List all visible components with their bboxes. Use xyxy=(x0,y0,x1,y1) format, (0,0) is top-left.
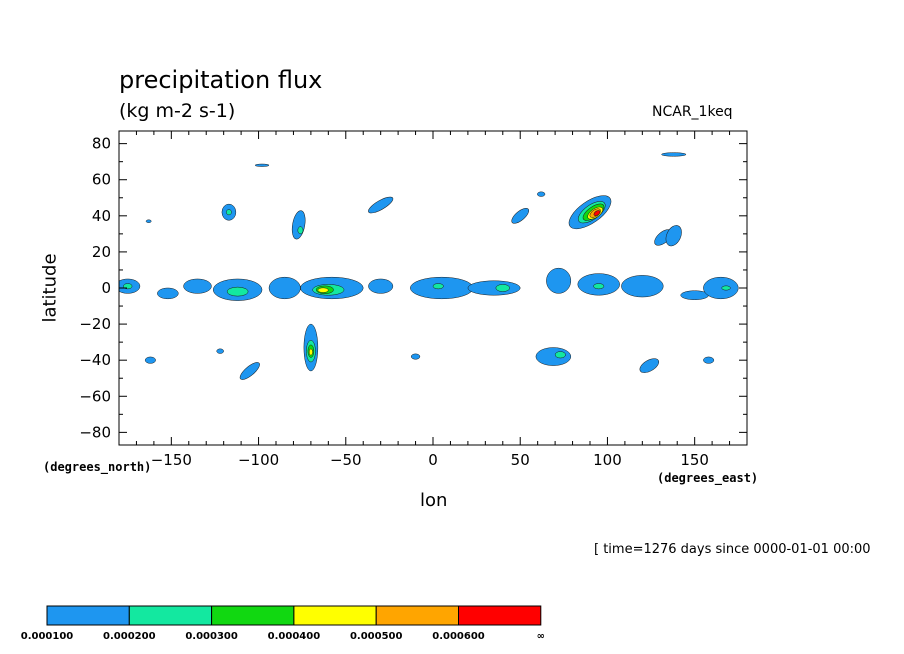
precip-region xyxy=(661,152,687,157)
precip-region xyxy=(410,353,421,360)
precip-region xyxy=(665,225,682,247)
precip-region xyxy=(308,348,313,356)
y-tick-label: −80 xyxy=(79,423,111,441)
legend-swatch xyxy=(375,605,460,626)
axes: −150 −100 −50 0 50 100 150 80 60 40 20 0 −20 −40 −60 −8… xyxy=(79,131,747,469)
precip-region xyxy=(621,275,664,298)
legend-label: 0.000600 xyxy=(432,631,485,642)
x-tick-label: 150 xyxy=(680,451,709,469)
x-tick-label: −50 xyxy=(330,451,362,469)
chart-units: (kg m-2 s-1) xyxy=(119,100,236,122)
precip-region xyxy=(554,351,566,359)
precip-region xyxy=(368,278,394,294)
x-axis-label: lon xyxy=(420,490,448,511)
precip-region xyxy=(535,347,572,366)
x-tick-label: −150 xyxy=(151,451,192,469)
precip-region xyxy=(537,191,546,197)
precip-region xyxy=(145,219,152,223)
x-tick-label: 0 xyxy=(428,451,438,469)
legend-label: ∞ xyxy=(537,631,545,642)
legend-label: 0.000100 xyxy=(21,631,74,642)
chart-title: precipitation flux xyxy=(119,66,323,94)
legend-label: 0.000200 xyxy=(103,631,156,642)
x-tick-label: 100 xyxy=(593,451,622,469)
legend-swatch xyxy=(128,605,213,626)
y-tick-label: −40 xyxy=(79,351,111,369)
precip-region xyxy=(511,208,529,224)
precip-region xyxy=(593,283,605,290)
y-tick-label: 80 xyxy=(92,135,111,153)
precip-region xyxy=(639,358,660,373)
color-legend: 0.000100 0.000200 0.000300 0.000400 0.000500… xyxy=(21,605,545,642)
precip-region xyxy=(703,276,739,300)
precipitation-regions xyxy=(119,152,739,380)
timestamp-label: [ time=1276 days since 0000-01-01 00:00 xyxy=(594,542,871,557)
x-axis-unit-label: (degrees_east) xyxy=(657,471,759,485)
legend-label: 0.000400 xyxy=(268,631,321,642)
legend-swatch xyxy=(293,605,377,626)
precip-region xyxy=(157,287,179,300)
source-label: NCAR_1keq xyxy=(652,104,733,120)
precip-region xyxy=(593,210,601,216)
precip-region xyxy=(317,287,329,293)
precip-region xyxy=(368,196,394,214)
y-tick-label: 40 xyxy=(92,207,111,225)
precip-region xyxy=(291,210,306,240)
precip-region xyxy=(226,286,249,297)
y-tick-label: −60 xyxy=(79,387,111,405)
y-axis-unit-label: (degrees_north) xyxy=(43,460,152,474)
precip-region xyxy=(495,284,511,292)
legend-label: 0.000500 xyxy=(350,631,403,642)
precip-region xyxy=(703,356,715,364)
precip-region xyxy=(144,356,156,364)
legend-swatch xyxy=(46,605,130,626)
y-tick-label: −20 xyxy=(79,315,111,333)
y-tick-label: 20 xyxy=(92,243,111,261)
precip-region xyxy=(216,348,224,354)
precip-region xyxy=(268,276,301,300)
precip-region xyxy=(721,285,731,291)
precip-region xyxy=(546,267,572,294)
legend-swatch xyxy=(211,605,295,626)
precip-region xyxy=(183,278,212,294)
precip-region xyxy=(467,280,521,296)
x-tick-label: −100 xyxy=(238,451,279,469)
y-tick-label: 0 xyxy=(101,279,111,297)
legend-swatch xyxy=(458,605,542,626)
precip-region xyxy=(432,283,444,290)
legend-label: 0.000300 xyxy=(185,631,238,642)
y-tick-label: 60 xyxy=(92,171,111,189)
x-tick-label: 50 xyxy=(511,451,530,469)
precip-region xyxy=(254,163,270,167)
precip-region xyxy=(239,362,260,380)
precip-region xyxy=(226,209,232,216)
precip-region xyxy=(297,226,304,235)
